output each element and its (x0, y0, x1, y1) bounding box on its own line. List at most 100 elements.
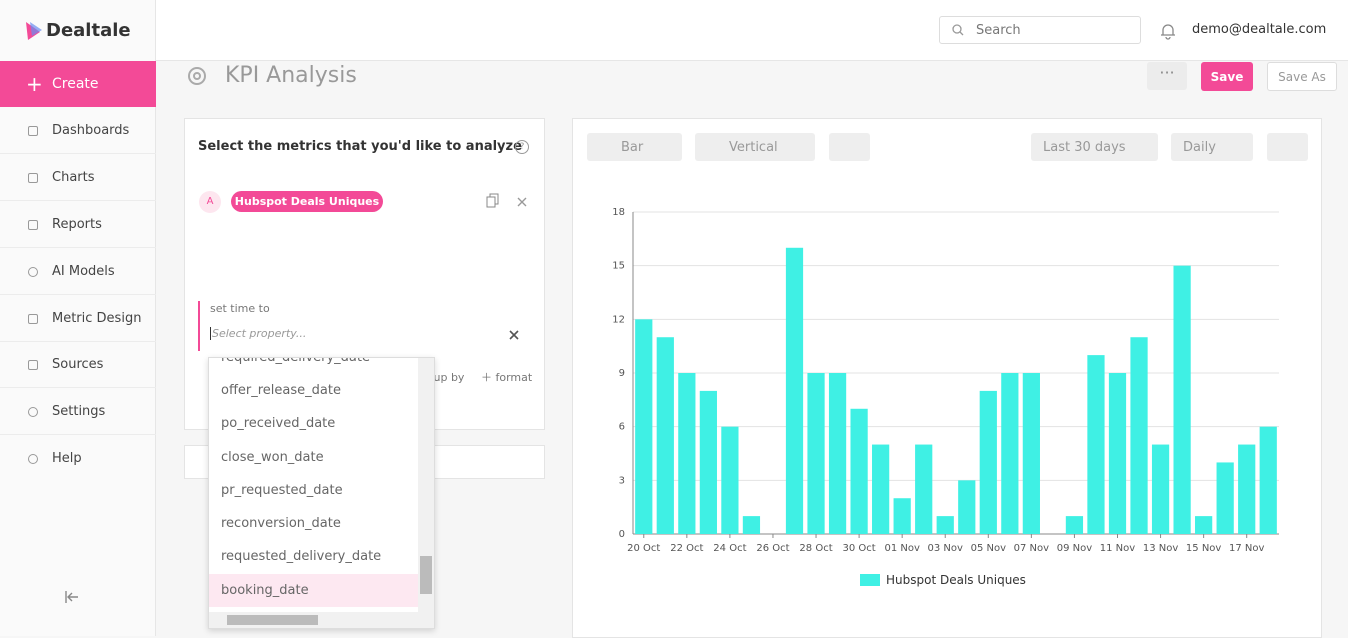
h-scroll-thumb[interactable] (227, 615, 318, 625)
dropdown-item[interactable]: booking_date (209, 574, 419, 607)
time-input[interactable]: Select property... (210, 327, 307, 340)
orientation-label: Vertical (729, 139, 778, 155)
bar (1151, 444, 1170, 534)
sidebar: Dealtale + Create Dashboards Charts Repor… (0, 0, 156, 636)
chart-type-label: Bar (621, 139, 644, 155)
more-button[interactable]: ··· (1147, 62, 1187, 90)
help-icon[interactable]: ? (515, 140, 529, 154)
bar (828, 373, 847, 534)
v-scroll-thumb[interactable] (420, 556, 432, 594)
dropdown-item[interactable]: po_received_date (221, 416, 336, 431)
menu-item[interactable]: AI Models (0, 248, 156, 295)
legend-swatch (860, 574, 880, 586)
dropdown-item[interactable]: reconversion_date (221, 516, 341, 531)
bar (1173, 265, 1191, 534)
v-scrollbar[interactable] (418, 358, 434, 612)
dropdown-item[interactable]: required_delivery_date (221, 357, 370, 365)
menu-item[interactable]: Metric Design (0, 295, 156, 342)
x-tick-label: 11 Nov (1100, 543, 1136, 554)
bar (850, 408, 868, 534)
dropdown-item[interactable]: offer_release_date (221, 383, 341, 398)
collapse-icon[interactable] (64, 590, 80, 604)
interval-select[interactable]: Daily (1171, 133, 1253, 161)
remove-icon[interactable] (517, 197, 527, 207)
bar (721, 426, 739, 534)
y-tick-label: 0 (619, 529, 625, 540)
icon-button[interactable] (1267, 133, 1308, 161)
bar (979, 390, 997, 534)
dropdown-item[interactable]: requested_delivery_date (221, 549, 382, 564)
y-tick-label: 18 (612, 207, 625, 218)
orientation-select[interactable]: Vertical (695, 133, 815, 161)
x-tick-label: 24 Oct (713, 543, 746, 554)
x-tick-label: 28 Oct (799, 543, 832, 554)
menu-item[interactable]: Charts (0, 154, 156, 201)
menu-item[interactable]: Sources (0, 341, 156, 388)
search-placeholder: Search (976, 23, 1021, 38)
dropdown-item[interactable]: pr_requested_date (221, 483, 343, 498)
save-button[interactable]: Save (1201, 62, 1253, 91)
bar (785, 247, 804, 534)
menu-item[interactable]: Settings (0, 388, 156, 435)
y-tick-label: 3 (619, 475, 625, 486)
x-tick-label: 22 Oct (670, 543, 703, 554)
search-box[interactable]: Search (939, 16, 1141, 44)
menu-icon (28, 314, 38, 324)
bar (656, 337, 674, 534)
create-label: Create (52, 76, 99, 92)
time-accent (198, 301, 200, 351)
icon-button[interactable] (829, 133, 870, 161)
bell-icon[interactable] (1160, 22, 1176, 40)
bar (807, 373, 825, 534)
bar (872, 444, 890, 534)
clear-icon[interactable] (509, 330, 519, 340)
panel-heading: Select the metrics that you'd like to an… (198, 139, 522, 154)
copy-icon[interactable] (486, 193, 500, 209)
bar (678, 373, 696, 534)
option-button[interactable]: ＋ format (481, 371, 533, 384)
menu-icon (28, 267, 38, 277)
y-tick-label: 6 (619, 422, 625, 433)
property-dropdown: required_delivery_date offer_release_dat… (208, 357, 435, 629)
metric-pill[interactable]: Hubspot Deals Uniques (231, 191, 383, 212)
search-icon (952, 24, 964, 36)
menu-icon (28, 407, 38, 417)
menu-icon (28, 360, 38, 370)
bar (1022, 373, 1040, 534)
menu-icon (28, 126, 38, 136)
bar (635, 319, 653, 534)
bar (1259, 426, 1277, 534)
title-icon (188, 67, 206, 85)
bar (1087, 355, 1105, 534)
y-tick-label: 9 (619, 368, 625, 379)
x-tick-label: 17 Nov (1229, 543, 1265, 554)
bar (958, 480, 976, 534)
create-button[interactable]: + Create (0, 61, 156, 107)
x-tick-label: 05 Nov (971, 543, 1007, 554)
dropdown-item[interactable]: close_won_date (221, 450, 324, 465)
bar (1065, 516, 1084, 534)
bar (915, 444, 933, 534)
user-email[interactable]: demo@dealtale.com (1192, 22, 1327, 37)
bar (936, 516, 954, 534)
chart-type-select[interactable]: Bar (587, 133, 682, 161)
y-tick-label: 12 (612, 314, 625, 325)
chart: 0 3 6 9 12 15 18 20 Oct 22 Oct 24 Oct 26 Oct 28 Oct… (612, 207, 1279, 587)
x-tick-label: 26 Oct (756, 543, 789, 554)
menu-item[interactable]: Dashboards (0, 107, 156, 154)
y-tick-label: 15 (612, 261, 625, 272)
legend-label: Hubspot Deals Uniques (886, 573, 1026, 587)
interval-label: Daily (1183, 139, 1216, 155)
menu-item[interactable]: Help (52, 451, 82, 466)
h-scrollbar[interactable] (209, 612, 434, 628)
bar (1001, 373, 1019, 534)
chart-panel: Bar Vertical Last 30 days Daily (572, 118, 1322, 638)
menu-icon (28, 454, 38, 464)
x-tick-label: 07 Nov (1014, 543, 1050, 554)
bar (742, 516, 761, 534)
save-as-button[interactable]: Save As (1267, 62, 1337, 91)
menu-icon (28, 220, 38, 230)
range-select[interactable]: Last 30 days (1031, 133, 1158, 161)
menu-item[interactable]: Reports (0, 201, 156, 248)
